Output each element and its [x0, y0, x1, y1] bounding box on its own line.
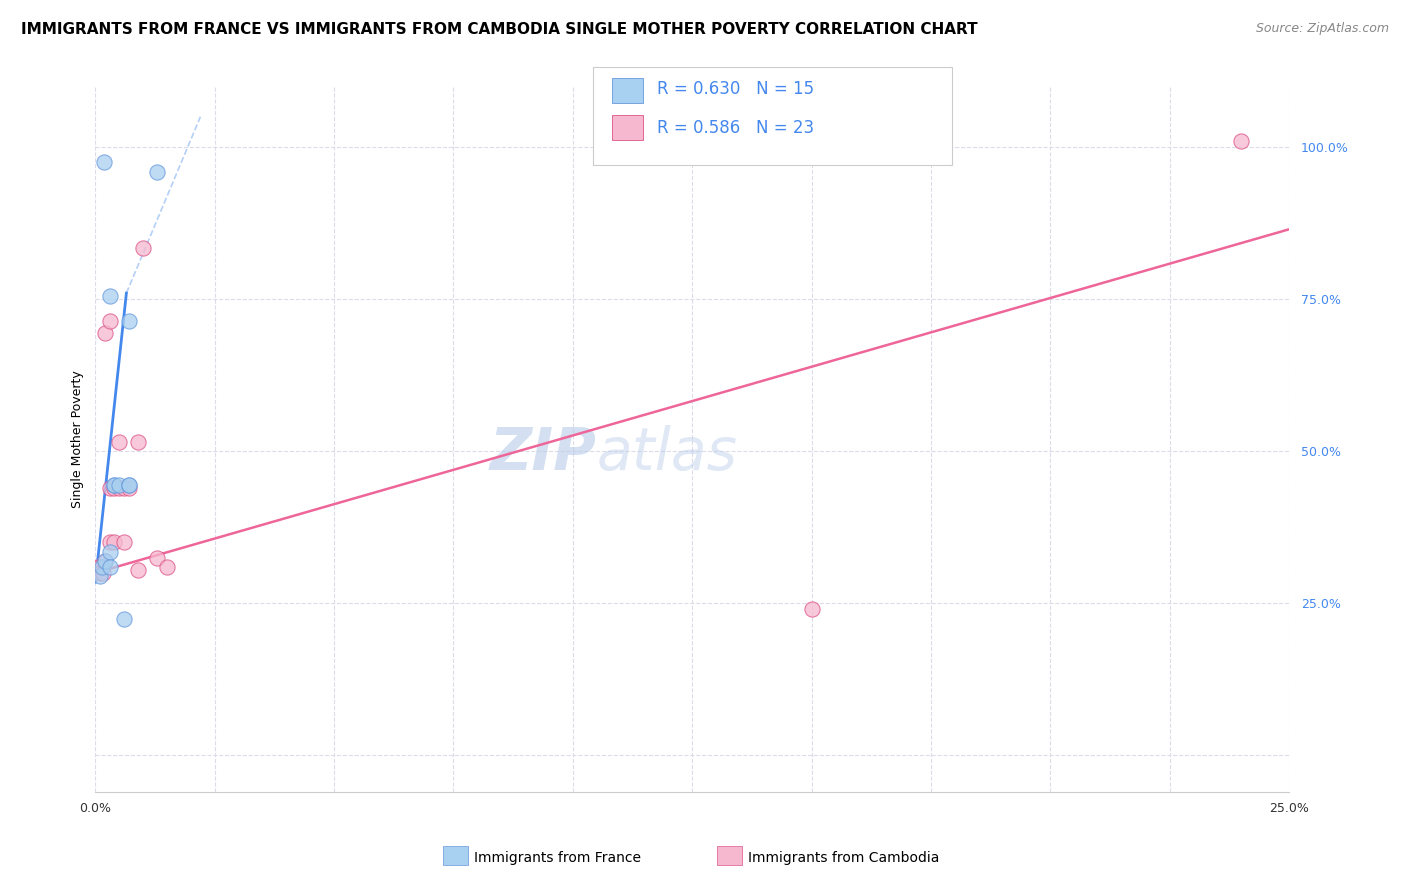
Point: [118, 481, 141, 495]
Point: [156, 559, 179, 574]
Point: [112, 535, 135, 549]
Point: [103, 481, 125, 495]
Point: [112, 611, 135, 625]
Point: [127, 563, 149, 577]
Text: Immigrants from France: Immigrants from France: [474, 851, 641, 865]
Point: [87, 559, 110, 574]
Point: [146, 550, 169, 565]
Point: [98, 313, 121, 327]
Point: [800, 602, 823, 616]
Point: [94, 554, 117, 568]
Y-axis label: Single Mother Poverty: Single Mother Poverty: [72, 370, 84, 508]
Point: [1230, 134, 1253, 148]
Point: [91, 566, 114, 580]
Text: Source: ZipAtlas.com: Source: ZipAtlas.com: [1256, 22, 1389, 36]
Point: [98, 559, 121, 574]
Point: [108, 481, 131, 495]
Point: [108, 477, 131, 491]
Text: R = 0.630   N = 15: R = 0.630 N = 15: [657, 80, 814, 98]
Point: [132, 240, 155, 254]
Point: [103, 477, 125, 491]
Point: [118, 477, 141, 491]
Point: [93, 155, 115, 169]
Point: [98, 535, 121, 549]
Point: [89, 569, 111, 583]
Point: [112, 481, 135, 495]
Text: ZIP: ZIP: [489, 425, 596, 482]
Text: Immigrants from Cambodia: Immigrants from Cambodia: [748, 851, 939, 865]
Point: [89, 559, 111, 574]
Point: [98, 544, 121, 558]
Point: [118, 313, 141, 327]
Text: IMMIGRANTS FROM FRANCE VS IMMIGRANTS FROM CAMBODIA SINGLE MOTHER POVERTY CORRELA: IMMIGRANTS FROM FRANCE VS IMMIGRANTS FRO…: [21, 22, 977, 37]
Point: [98, 289, 121, 303]
Point: [98, 481, 121, 495]
Point: [103, 535, 125, 549]
Point: [89, 566, 111, 580]
Point: [94, 326, 117, 340]
Point: [103, 477, 125, 491]
Point: [118, 477, 141, 491]
Point: [108, 435, 131, 450]
Point: [146, 164, 169, 178]
Point: [90, 559, 112, 574]
Point: [94, 554, 117, 568]
Point: [127, 435, 149, 450]
Text: atlas: atlas: [596, 425, 738, 482]
Text: R = 0.586   N = 23: R = 0.586 N = 23: [657, 119, 814, 136]
